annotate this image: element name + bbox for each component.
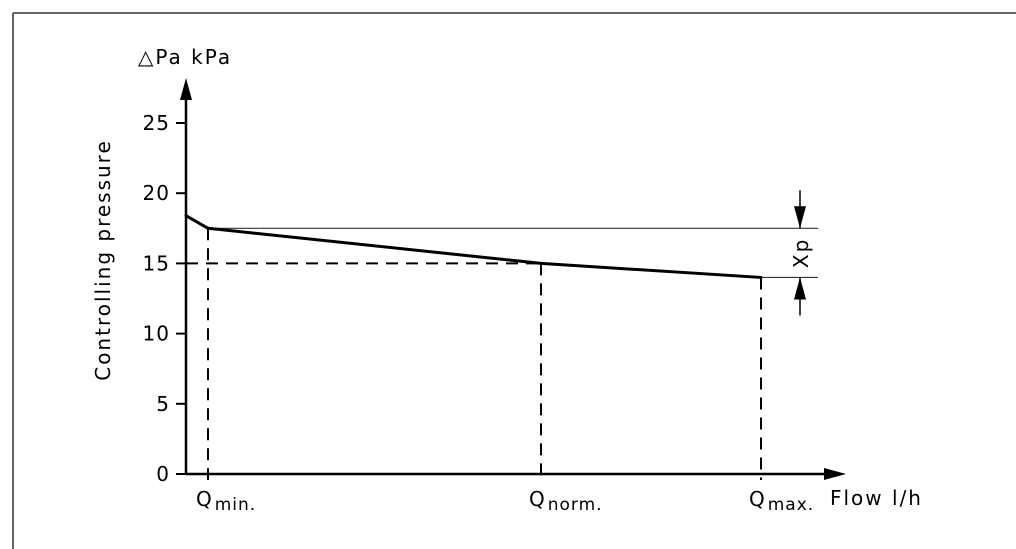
curve-point: [539, 261, 543, 265]
curve-point: [206, 226, 210, 230]
y-axis-arrow-icon: [180, 78, 192, 100]
dashed-guides: [186, 228, 762, 480]
xp-label: Xp: [789, 238, 813, 268]
curve-point: [759, 275, 763, 279]
y-tick-label: 20: [143, 181, 170, 205]
x-tick-main: Q: [196, 487, 213, 511]
curve-point: [184, 214, 188, 218]
y-unit-label: △Pa kPa: [138, 45, 232, 69]
y-axis-label: Controlling pressure: [91, 139, 115, 381]
y-tick-label: 5: [156, 392, 170, 416]
x-axis-label: Flow l/h: [830, 486, 923, 510]
y-tick-group: 0 5 10 15 20 25: [143, 111, 186, 486]
xp-up-arrow-icon: [794, 277, 806, 300]
y-tick-label: 10: [143, 322, 170, 346]
series-group: [184, 214, 763, 279]
x-tick-main: Q: [749, 487, 766, 511]
y-tick-label: 25: [143, 111, 170, 135]
x-tick-sub: norm.: [548, 495, 603, 515]
y-tick-label: 15: [143, 251, 170, 275]
xp-band: Xp: [208, 190, 818, 316]
xp-down-arrow-icon: [794, 206, 806, 229]
x-axis-arrow-icon: [824, 468, 846, 480]
y-tick-label: 0: [156, 462, 170, 486]
x-tick-main: Q: [529, 487, 546, 511]
x-tick-sub: max.: [768, 495, 814, 515]
pressure-curve: [185, 214, 762, 279]
x-tick-sub: min.: [215, 495, 256, 515]
